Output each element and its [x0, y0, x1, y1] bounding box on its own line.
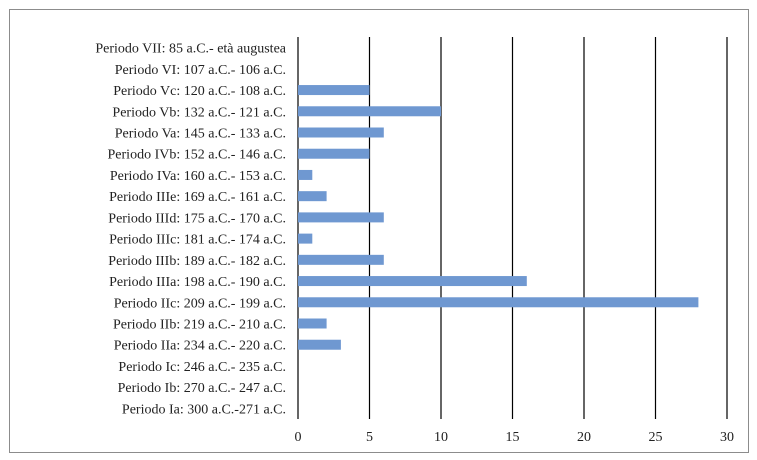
x-tick-label: 25	[649, 430, 663, 445]
x-tick-label: 0	[295, 430, 302, 445]
category-label: Periodo IVb: 152 a.C.- 146 a.C.	[108, 148, 286, 163]
category-label: Periodo VII: 85 a.C.- età augustea	[95, 42, 286, 57]
category-label: Periodo IIIa: 198 a.C.- 190 a.C.	[109, 275, 286, 290]
bar	[298, 191, 327, 202]
category-label: Periodo IIIb: 189 a.C.- 182 a.C.	[108, 254, 286, 269]
bar	[298, 276, 527, 287]
category-label: Periodo Ic: 246 a.C.- 235 a.C.	[118, 360, 286, 375]
category-label: Periodo IIc: 209 a.C.- 199 a.C.	[114, 296, 286, 311]
category-label: Periodo Vc: 120 a.C.- 108 a.C.	[113, 84, 286, 99]
x-tick-label: 10	[434, 430, 448, 445]
category-label: Periodo IIIe: 169 a.C.- 161 a.C.	[109, 190, 286, 205]
bar	[298, 127, 384, 138]
category-label: Periodo Va: 145 a.C.- 133 a.C.	[115, 127, 286, 142]
bar	[298, 148, 370, 159]
x-tick-labels: 0 5 10 15 20 25 30	[295, 430, 735, 445]
category-label: Periodo IVa: 160 a.C.- 153 a.C.	[110, 169, 286, 184]
x-tick-label: 5	[366, 430, 373, 445]
bar	[298, 212, 384, 223]
category-label: Periodo IIIc: 181 a.C.- 174 a.C.	[109, 233, 286, 248]
category-label: Periodo Vb: 132 a.C.- 121 a.C.	[112, 105, 286, 120]
bar	[298, 254, 384, 265]
bar	[298, 85, 370, 96]
bar	[298, 106, 441, 117]
category-label: Periodo VI: 107 a.C.- 106 a.C.	[115, 63, 286, 78]
chart-frame	[9, 9, 749, 453]
x-tick-label: 15	[506, 430, 520, 445]
category-label: Periodo Ib: 270 a.C.- 247 a.C.	[118, 381, 286, 396]
category-label: Periodo Ia: 300 a.C.-271 a.C.	[122, 402, 286, 417]
bar	[298, 339, 341, 350]
category-label: Periodo IIa: 234 a.C.- 220 a.C.	[114, 339, 286, 354]
bar	[298, 297, 699, 308]
bar	[298, 318, 327, 329]
category-labels: Periodo VII: 85 a.C.- età augustea Period…	[95, 42, 286, 418]
grid-lines	[297, 37, 728, 419]
x-tick-label: 30	[720, 430, 734, 445]
bar	[298, 169, 313, 180]
x-tick-label: 20	[577, 430, 591, 445]
category-label: Periodo IIb: 219 a.C.- 210 a.C.	[113, 318, 286, 333]
category-label: Periodo IIId: 175 a.C.- 170 a.C.	[108, 211, 286, 226]
bar	[298, 233, 313, 244]
bars	[298, 85, 699, 350]
